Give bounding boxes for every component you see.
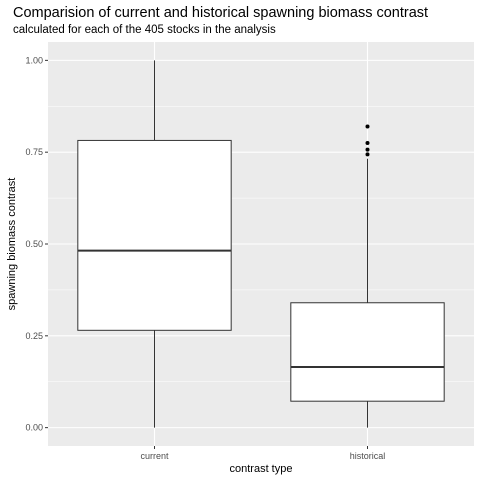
box-series	[77, 60, 445, 428]
y-tick-label: 0.50	[25, 239, 43, 249]
y-tick-label: 1.00	[25, 55, 43, 65]
outlier-point	[365, 147, 370, 152]
y-tick-label: 0.00	[25, 423, 43, 433]
outlier-point	[365, 141, 370, 145]
y-tick-label: 0.25	[25, 331, 43, 341]
x-tick-label: historical	[350, 451, 386, 461]
outlier-point	[365, 124, 370, 129]
chart-title: Comparision of current and historical sp…	[13, 5, 429, 21]
x-axis-title: contrast type	[230, 463, 293, 475]
y-axis-title: spawning biomass contrast	[6, 178, 18, 311]
y-axis-ticks: 0.00 0.25 0.50 0.75 1.00	[25, 55, 48, 433]
x-tick-label: current	[140, 451, 169, 461]
outlier-point	[365, 152, 370, 157]
box-iqr	[290, 302, 445, 402]
y-tick-label: 0.75	[25, 147, 43, 157]
chart-subtitle: calculated for each of the 405 stocks in…	[13, 24, 276, 36]
box-iqr	[77, 139, 232, 331]
x-axis-ticks: current historical	[140, 446, 385, 461]
